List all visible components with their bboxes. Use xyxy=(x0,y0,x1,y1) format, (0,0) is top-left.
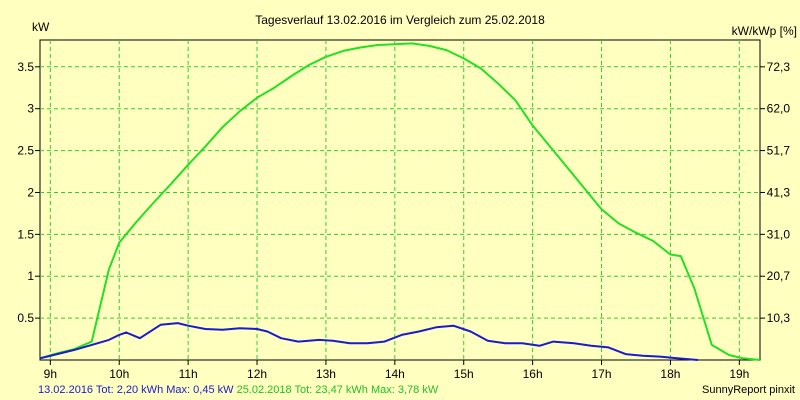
legend-2016-max-value: 0,45 kW xyxy=(193,384,234,396)
legend-2018-tot-label: Tot: xyxy=(295,384,313,396)
x-tick-label: 15h xyxy=(454,367,474,381)
y-tick-label-right: 72,3 xyxy=(767,60,791,74)
y-tick-label-right: 31,0 xyxy=(767,227,791,241)
legend-series-2016: 13.02.2016 Tot: 2,20 kWh Max: 0,45 kW xyxy=(38,384,237,396)
x-tick-label: 19h xyxy=(729,367,749,381)
credit-label: SunnyReport pinxit xyxy=(702,384,795,396)
x-tick-label: 17h xyxy=(592,367,612,381)
y-axis-label-right: kW/kWp [%] xyxy=(732,24,797,38)
y-tick-label-left: 2.5 xyxy=(17,144,34,158)
series-lines xyxy=(39,42,761,361)
legend-2018-date: 25.02.2018 xyxy=(237,384,292,396)
chart-title: Tagesverlauf 13.02.2016 im Vergleich zum… xyxy=(255,13,545,27)
x-tick-label: 9h xyxy=(44,367,57,381)
legend-2016-tot-label: Tot: xyxy=(96,384,114,396)
y-axis-label-left: kW xyxy=(32,20,50,34)
y-tick-label-left: 3 xyxy=(27,102,34,116)
x-tick-label: 14h xyxy=(385,367,405,381)
legend-2018-tot-value: 23,47 kWh xyxy=(315,384,368,396)
y-tick-label-right: 51,7 xyxy=(767,144,791,158)
legend-2018-max-value: 3,78 kW xyxy=(398,384,439,396)
series-line-13-02-2016 xyxy=(39,322,699,361)
legend-2016-max-label: Max: xyxy=(166,384,190,396)
y-tick-label-left: 2 xyxy=(27,185,34,199)
y-tick-label-right: 41,3 xyxy=(767,185,791,199)
x-tick-label: 12h xyxy=(247,367,267,381)
y-tick-label-right: 10,3 xyxy=(767,311,791,325)
legend-2016-date: 13.02.2016 xyxy=(38,384,93,396)
y-tick-label-right: 62,0 xyxy=(767,102,791,116)
y-tick-label-right: 20,7 xyxy=(767,269,791,283)
grid-lines xyxy=(40,40,760,360)
x-tick-label: 10h xyxy=(109,367,129,381)
y-tick-label-left: 1.5 xyxy=(17,227,34,241)
legend-2016-tot-value: 2,20 kWh xyxy=(117,384,163,396)
x-tick-label: 13h xyxy=(316,367,336,381)
series-line-25-02-2018 xyxy=(39,42,761,361)
tick-marks xyxy=(35,66,765,365)
legend-series-2018: 25.02.2018 Tot: 23,47 kWh Max: 3,78 kW xyxy=(237,384,439,396)
footer-legend: 13.02.2016 Tot: 2,20 kWh Max: 0,45 kW 25… xyxy=(38,384,439,396)
x-tick-label: 16h xyxy=(523,367,543,381)
tick-labels: 9h 10h 11h 12h 13h 14h 15h 16h 17h 18h 19h 0.5 1 1.5 2… xyxy=(17,60,790,381)
plot-area xyxy=(39,39,761,361)
x-tick-label: 11h xyxy=(179,367,198,381)
y-tick-label-left: 0.5 xyxy=(17,311,34,325)
y-tick-label-left: 3.5 xyxy=(17,60,34,74)
y-tick-label-left: 1 xyxy=(27,269,34,283)
legend-2018-max-label: Max: xyxy=(371,384,395,396)
x-tick-label: 18h xyxy=(660,367,680,381)
